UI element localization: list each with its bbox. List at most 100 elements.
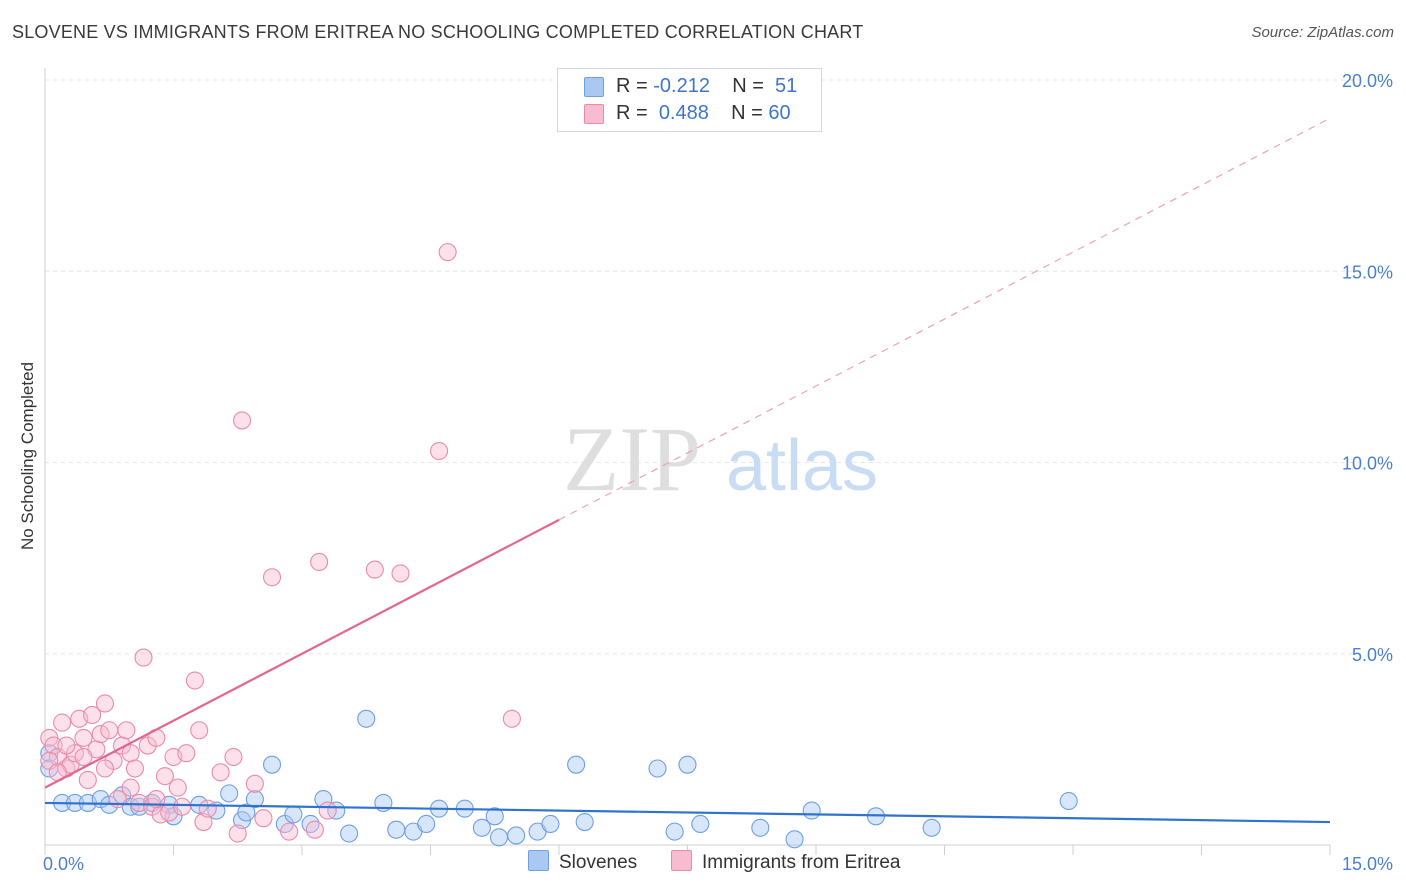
eritrea-point bbox=[262, 568, 282, 587]
eritrea-point bbox=[95, 694, 115, 713]
n-value: 60 bbox=[768, 102, 791, 124]
slovene-point bbox=[472, 818, 491, 837]
n-label: N = bbox=[732, 75, 764, 97]
eritrea-point bbox=[365, 560, 384, 579]
trend-lines bbox=[44, 117, 1331, 824]
eritrea-point bbox=[74, 747, 93, 767]
eritrea-point bbox=[155, 767, 174, 786]
slovene-point bbox=[567, 755, 586, 774]
legend-label-slovenes: Slovenes bbox=[559, 852, 638, 873]
r-label: R = bbox=[616, 102, 648, 124]
y-tick-label: 15.0% bbox=[1342, 262, 1393, 282]
y-tick-label: 5.0% bbox=[1352, 645, 1393, 665]
eritrea-point bbox=[310, 552, 329, 572]
eritrea-point bbox=[134, 648, 153, 667]
slovene-point bbox=[922, 818, 941, 837]
gridlines bbox=[45, 79, 1365, 655]
legend-item-eritrea[interactable]: Immigrants from Eritrea bbox=[671, 850, 900, 874]
eritrea-point bbox=[74, 728, 93, 747]
y-tick-label: 20.0% bbox=[1342, 71, 1393, 91]
slovene-point bbox=[340, 824, 359, 843]
slovene-point bbox=[751, 818, 770, 837]
eritrea-point bbox=[117, 721, 136, 740]
slovene-point bbox=[665, 822, 684, 841]
eritrea-point bbox=[228, 824, 247, 843]
eritrea-point bbox=[125, 759, 144, 778]
r-label: R = bbox=[616, 75, 648, 97]
legend-item-slovenes[interactable]: Slovenes bbox=[528, 850, 637, 874]
eritrea-point bbox=[121, 778, 140, 797]
eritrea-trend-line bbox=[44, 518, 560, 789]
slovene-point bbox=[541, 814, 560, 834]
x-tick-label: 15.0% bbox=[1342, 854, 1393, 874]
slovene-point bbox=[489, 828, 509, 847]
eritrea-trend-extension bbox=[558, 117, 1331, 521]
stats-legend: R = -0.212 N = 51 R = 0.488 N = 60 bbox=[557, 68, 822, 132]
slovene-point bbox=[357, 709, 376, 728]
slovene-point bbox=[387, 820, 406, 839]
eritrea-point bbox=[502, 709, 521, 728]
slovene-point bbox=[1059, 791, 1078, 811]
eritrea-point bbox=[57, 736, 76, 755]
slovene-point bbox=[678, 755, 697, 774]
slovene-point bbox=[802, 801, 821, 820]
eritrea-point bbox=[173, 797, 192, 816]
eritrea-point bbox=[254, 809, 273, 828]
eritrea-point bbox=[194, 812, 213, 832]
slovene-point bbox=[237, 803, 256, 822]
eritrea-point bbox=[147, 790, 166, 809]
data-points bbox=[40, 243, 1078, 849]
chart-title: SLOVENE VS IMMIGRANTS FROM ERITREA NO SC… bbox=[12, 22, 864, 42]
watermark-atlas: atlas bbox=[726, 426, 878, 506]
eritrea-point bbox=[245, 774, 264, 793]
eritrea-point bbox=[95, 759, 115, 778]
legend-label-eritrea: Immigrants from Eritrea bbox=[702, 852, 901, 873]
eritrea-swatch bbox=[584, 104, 604, 124]
slovene-point bbox=[245, 790, 264, 809]
slovene-point bbox=[575, 812, 594, 832]
eritrea-point bbox=[198, 799, 217, 818]
eritrea-point bbox=[190, 721, 209, 740]
slovenes-swatch bbox=[584, 77, 604, 97]
slovene-point bbox=[507, 826, 526, 845]
r-value: -0.212 bbox=[653, 75, 710, 97]
eritrea-point bbox=[430, 441, 449, 461]
n-value: 51 bbox=[775, 75, 798, 97]
eritrea-legend-swatch bbox=[671, 850, 692, 871]
watermark: ZIP atlas bbox=[563, 408, 878, 510]
x-tick-label: 0.0% bbox=[43, 854, 84, 874]
y-tick-label: 10.0% bbox=[1342, 454, 1393, 474]
slovene-point bbox=[485, 807, 504, 826]
eritrea-point bbox=[391, 564, 410, 583]
eritrea-point bbox=[438, 243, 457, 262]
slovene-point bbox=[262, 755, 282, 774]
eritrea-point bbox=[232, 411, 252, 430]
eritrea-point bbox=[305, 820, 324, 839]
eritrea-point bbox=[53, 713, 72, 732]
r-value: 0.488 bbox=[658, 102, 709, 124]
eritrea-point bbox=[91, 725, 110, 744]
slovenes-legend-swatch bbox=[528, 850, 549, 871]
eritrea-point bbox=[100, 721, 119, 740]
eritrea-point bbox=[224, 747, 243, 767]
slovene-trend-line bbox=[44, 801, 1331, 824]
tick-labels: 5.0% 10.0% 15.0% 20.0% 0.0% 15.0% bbox=[43, 71, 1393, 874]
eritrea-point bbox=[185, 671, 204, 690]
eritrea-point bbox=[211, 763, 230, 782]
slovene-point bbox=[284, 805, 303, 824]
source-label: Source: ZipAtlas.com bbox=[1251, 24, 1394, 41]
slovene-point bbox=[648, 759, 667, 778]
eritrea-point bbox=[280, 822, 299, 841]
slovene-point bbox=[691, 814, 710, 834]
slovene-point bbox=[220, 784, 239, 803]
slovene-point bbox=[785, 830, 804, 849]
eritrea-point bbox=[318, 801, 337, 820]
eritrea-point bbox=[168, 778, 187, 797]
eritrea-point bbox=[78, 770, 97, 790]
watermark-zip: ZIP bbox=[563, 408, 701, 510]
slovene-point bbox=[417, 814, 436, 834]
eritrea-point bbox=[83, 705, 102, 725]
n-label: N = bbox=[731, 102, 763, 124]
eritrea-point bbox=[177, 744, 196, 763]
